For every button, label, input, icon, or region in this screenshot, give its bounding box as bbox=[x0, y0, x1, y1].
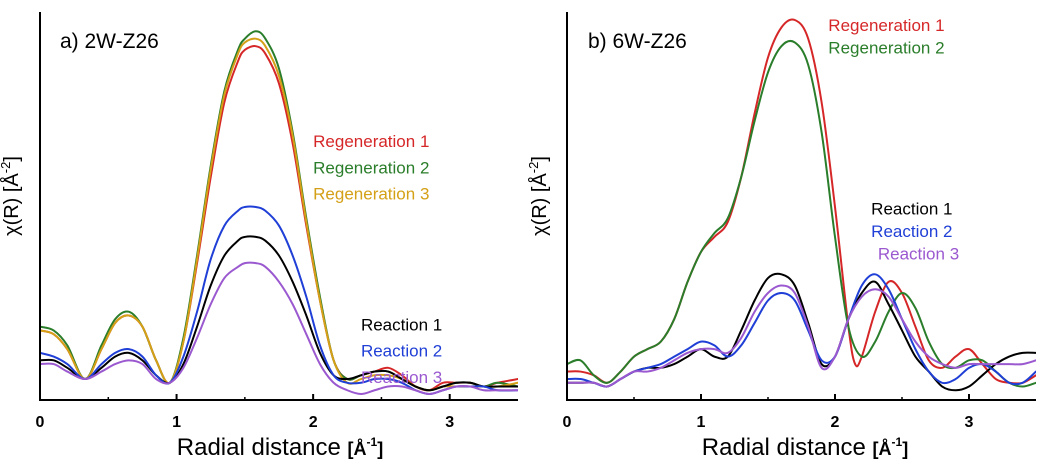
x-axis-title: Radial distance [Å-1] bbox=[177, 434, 383, 461]
axes-frame bbox=[566, 12, 1036, 401]
series-label-regeneration-1: Regeneration 1 bbox=[828, 16, 944, 35]
series-label-reaction-1: Reaction 1 bbox=[871, 199, 952, 218]
x-tick-label: 2 bbox=[831, 414, 840, 431]
x-tick-label: 2 bbox=[309, 414, 318, 431]
series-label-regeneration-2: Regeneration 2 bbox=[828, 39, 944, 58]
series-label-reaction-2: Reaction 2 bbox=[361, 342, 442, 361]
series-label-reaction-3: Reaction 3 bbox=[878, 244, 959, 263]
series-line-regeneration-1 bbox=[567, 18, 1036, 385]
series-group bbox=[40, 30, 518, 395]
x-tick-label: 1 bbox=[697, 414, 706, 431]
x-tick-label: 3 bbox=[965, 414, 974, 431]
panel-title: a) 2W-Z26 bbox=[60, 30, 159, 53]
series-label-regeneration-2: Regeneration 2 bbox=[313, 158, 429, 177]
x-tick-label: 1 bbox=[172, 414, 181, 431]
x-axis-title: Radial distance [Å-1] bbox=[702, 434, 908, 461]
series-line-regeneration-3 bbox=[40, 37, 518, 392]
series-label-reaction-2: Reaction 2 bbox=[871, 222, 952, 241]
series-group bbox=[567, 18, 1036, 392]
series-line-reaction-1 bbox=[40, 235, 518, 392]
y-axis-title: χ(R) [Å-2] bbox=[526, 156, 551, 236]
y-axis-title: χ(R) [Å-2] bbox=[0, 156, 23, 236]
panel-b: 0 1 2 3 b) 6W-Z26 Radial distance [Å-1] χ(R) [… bbox=[526, 12, 1036, 461]
x-tick-label: 0 bbox=[36, 414, 45, 431]
series-line-regeneration-2 bbox=[567, 39, 1036, 388]
series-label-reaction-3: Reaction 3 bbox=[361, 368, 442, 387]
series-label-reaction-1: Reaction 1 bbox=[361, 315, 442, 334]
series-line-regeneration-1 bbox=[40, 45, 518, 392]
series-line-reaction-1 bbox=[567, 272, 1036, 392]
series-line-reaction-3 bbox=[40, 261, 518, 395]
panel-title: b) 6W-Z26 bbox=[588, 30, 687, 53]
series-line-reaction-3 bbox=[567, 284, 1036, 388]
x-tick-label: 3 bbox=[445, 414, 454, 431]
series-label-regeneration-1: Regeneration 1 bbox=[313, 132, 429, 151]
series-line-reaction-2 bbox=[567, 273, 1036, 388]
series-label-regeneration-3: Regeneration 3 bbox=[313, 185, 429, 204]
panel-a: 0 1 2 3 a) 2W-Z26 Radial distance [Å-1] χ(R) [… bbox=[0, 12, 518, 461]
x-tick-label: 0 bbox=[563, 414, 572, 431]
